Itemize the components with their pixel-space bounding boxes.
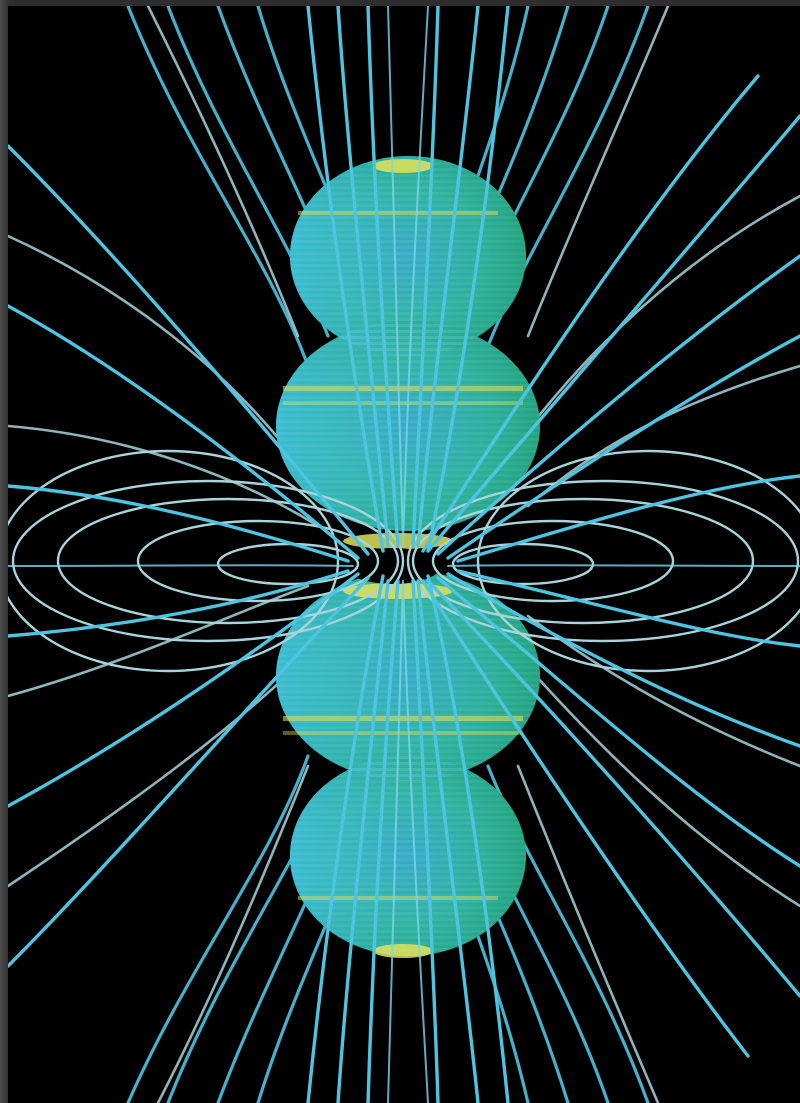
open-field-lines-front xyxy=(8,6,800,1103)
lower-lobe-pair xyxy=(276,571,540,956)
highlight-strands xyxy=(8,6,800,1103)
closed-loops-left xyxy=(8,449,405,673)
equatorial-core xyxy=(345,548,441,584)
field-visualization xyxy=(8,6,800,1103)
field-visualization-svg xyxy=(8,6,800,1103)
closed-loops-right xyxy=(406,449,800,673)
